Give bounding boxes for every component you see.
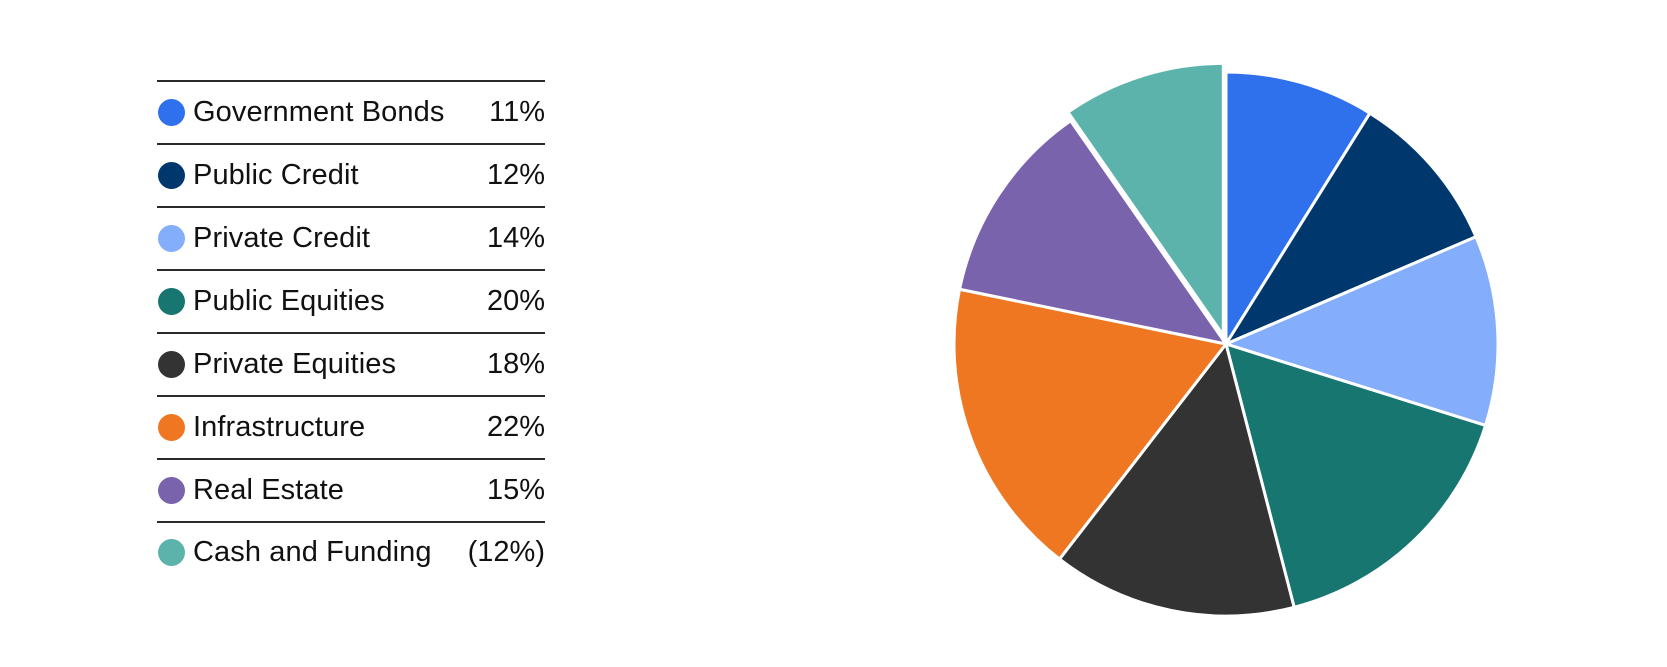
pie-chart: [952, 61, 1500, 618]
legend-item-infrastructure: Infrastructure 22%: [157, 395, 545, 458]
legend-swatch: [158, 225, 185, 252]
pie-slice-real-estate: [958, 119, 1228, 346]
legend-label: Private Equities: [193, 348, 397, 380]
chart-legend: Government Bonds 11% Public Credit 12% P…: [157, 80, 545, 581]
legend-label: Real Estate: [193, 474, 345, 506]
legend-label: Government Bonds: [193, 96, 445, 128]
pie-slice-cash-and-funding: [1066, 61, 1225, 337]
legend-value: 11%: [489, 96, 545, 128]
legend-swatch: [158, 99, 185, 126]
legend-item-cash-and-funding: Cash and Funding (12%): [157, 521, 545, 581]
pie-slice-public-equities: [1224, 342, 1488, 609]
legend-item-private-equities: Private Equities 18%: [157, 332, 545, 395]
legend-item-public-credit: Public Credit 12%: [157, 143, 545, 206]
legend-item-government-bonds: Government Bonds 11%: [157, 80, 545, 143]
legend-swatch: [158, 538, 185, 566]
legend-value: 14%: [486, 222, 545, 254]
legend-label: Public Equities: [193, 285, 385, 317]
pie-slice-public-credit: [1224, 111, 1478, 346]
legend-value: 20%: [486, 285, 545, 317]
legend-label: Private Credit: [193, 222, 371, 254]
legend-label: Cash and Funding: [193, 535, 432, 568]
legend-swatch: [158, 162, 185, 189]
legend-item-public-equities: Public Equities 20%: [157, 269, 545, 332]
pie-slice-infrastructure: [952, 287, 1228, 561]
pie-slice-private-credit: [1224, 235, 1500, 427]
pie-slice-government-bonds: [1224, 70, 1372, 346]
legend-value: (12%): [467, 535, 545, 568]
legend-swatch: [158, 351, 185, 378]
legend-swatch: [158, 414, 185, 441]
legend-label: Infrastructure: [193, 411, 366, 443]
pie-slice-private-equities: [1058, 342, 1296, 618]
legend-value: 18%: [486, 348, 545, 380]
legend-swatch: [158, 288, 185, 315]
legend-item-real-estate: Real Estate 15%: [157, 458, 545, 521]
legend-value: 15%: [486, 474, 545, 506]
legend-label: Public Credit: [193, 159, 359, 191]
legend-value: 22%: [486, 411, 545, 443]
legend-item-private-credit: Private Credit 14%: [157, 206, 545, 269]
legend-swatch: [158, 477, 185, 504]
legend-value: 12%: [486, 159, 545, 191]
